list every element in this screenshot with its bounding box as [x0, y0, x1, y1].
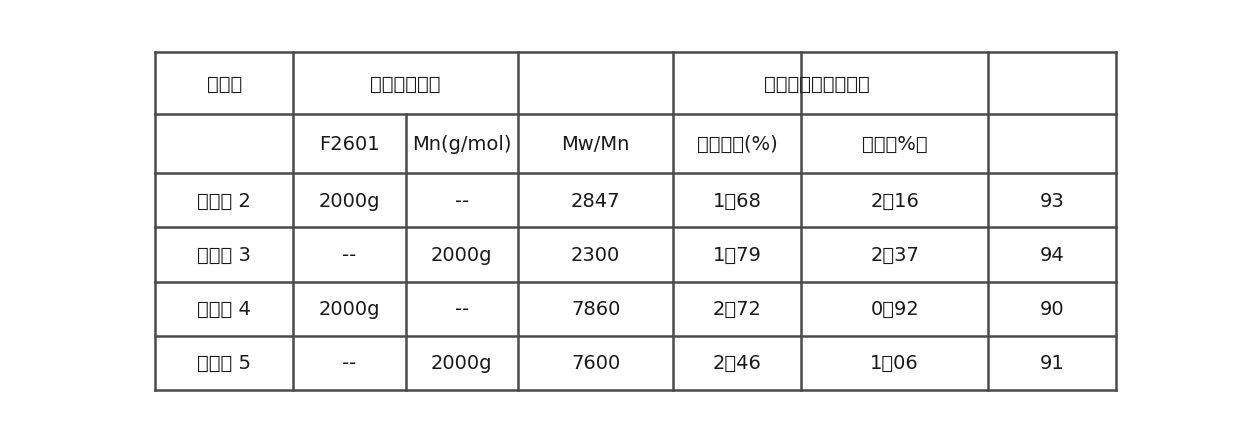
Text: 实施例: 实施例 — [207, 74, 242, 93]
Text: Mw/Mn: Mw/Mn — [562, 135, 630, 154]
Text: 2000g: 2000g — [319, 191, 381, 210]
Text: --: -- — [455, 191, 469, 210]
Text: --: -- — [342, 245, 357, 265]
Text: 实施例 3: 实施例 3 — [197, 245, 252, 265]
Text: 实施例 4: 实施例 4 — [197, 300, 252, 318]
Text: 94: 94 — [1039, 245, 1064, 265]
Text: 2．46: 2．46 — [713, 353, 761, 372]
Text: 93: 93 — [1039, 191, 1064, 210]
Text: 90: 90 — [1039, 300, 1064, 318]
Text: Mn(g/mol): Mn(g/mol) — [412, 135, 512, 154]
Text: 实施例 5: 实施例 5 — [197, 353, 252, 372]
Text: 2847: 2847 — [570, 191, 620, 210]
Text: 产率（%）: 产率（%） — [862, 135, 928, 154]
Text: 2000g: 2000g — [432, 353, 492, 372]
Text: 2300: 2300 — [570, 245, 620, 265]
Text: 1．79: 1．79 — [713, 245, 761, 265]
Text: 2．16: 2．16 — [870, 191, 919, 210]
Text: 2000g: 2000g — [319, 300, 381, 318]
Text: --: -- — [342, 353, 357, 372]
Text: F2601: F2601 — [320, 135, 379, 154]
Text: 罧基含量(%): 罧基含量(%) — [697, 135, 777, 154]
Text: 端罧基液体氟弹性体: 端罧基液体氟弹性体 — [764, 74, 870, 93]
Text: 2．72: 2．72 — [713, 300, 761, 318]
Text: 2．37: 2．37 — [870, 245, 919, 265]
Text: 固体氟弹性体: 固体氟弹性体 — [371, 74, 441, 93]
Text: 0．92: 0．92 — [870, 300, 919, 318]
Text: --: -- — [455, 300, 469, 318]
Text: 1．06: 1．06 — [870, 353, 919, 372]
Text: 2000g: 2000g — [432, 245, 492, 265]
Text: 91: 91 — [1039, 353, 1064, 372]
Text: 7600: 7600 — [570, 353, 620, 372]
Text: 实施例 2: 实施例 2 — [197, 191, 252, 210]
Text: 1．68: 1．68 — [713, 191, 761, 210]
Text: 7860: 7860 — [570, 300, 620, 318]
